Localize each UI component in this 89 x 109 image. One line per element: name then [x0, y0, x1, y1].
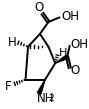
Text: 2: 2 [48, 94, 54, 103]
Polygon shape [55, 55, 68, 63]
Polygon shape [37, 80, 45, 94]
Text: OH: OH [61, 10, 79, 23]
Text: H: H [8, 36, 17, 49]
Text: F: F [5, 80, 12, 93]
Text: NH: NH [37, 92, 54, 105]
Text: O: O [71, 64, 80, 77]
Text: OH: OH [71, 38, 89, 51]
Text: O: O [34, 1, 44, 14]
Text: H: H [59, 48, 67, 58]
